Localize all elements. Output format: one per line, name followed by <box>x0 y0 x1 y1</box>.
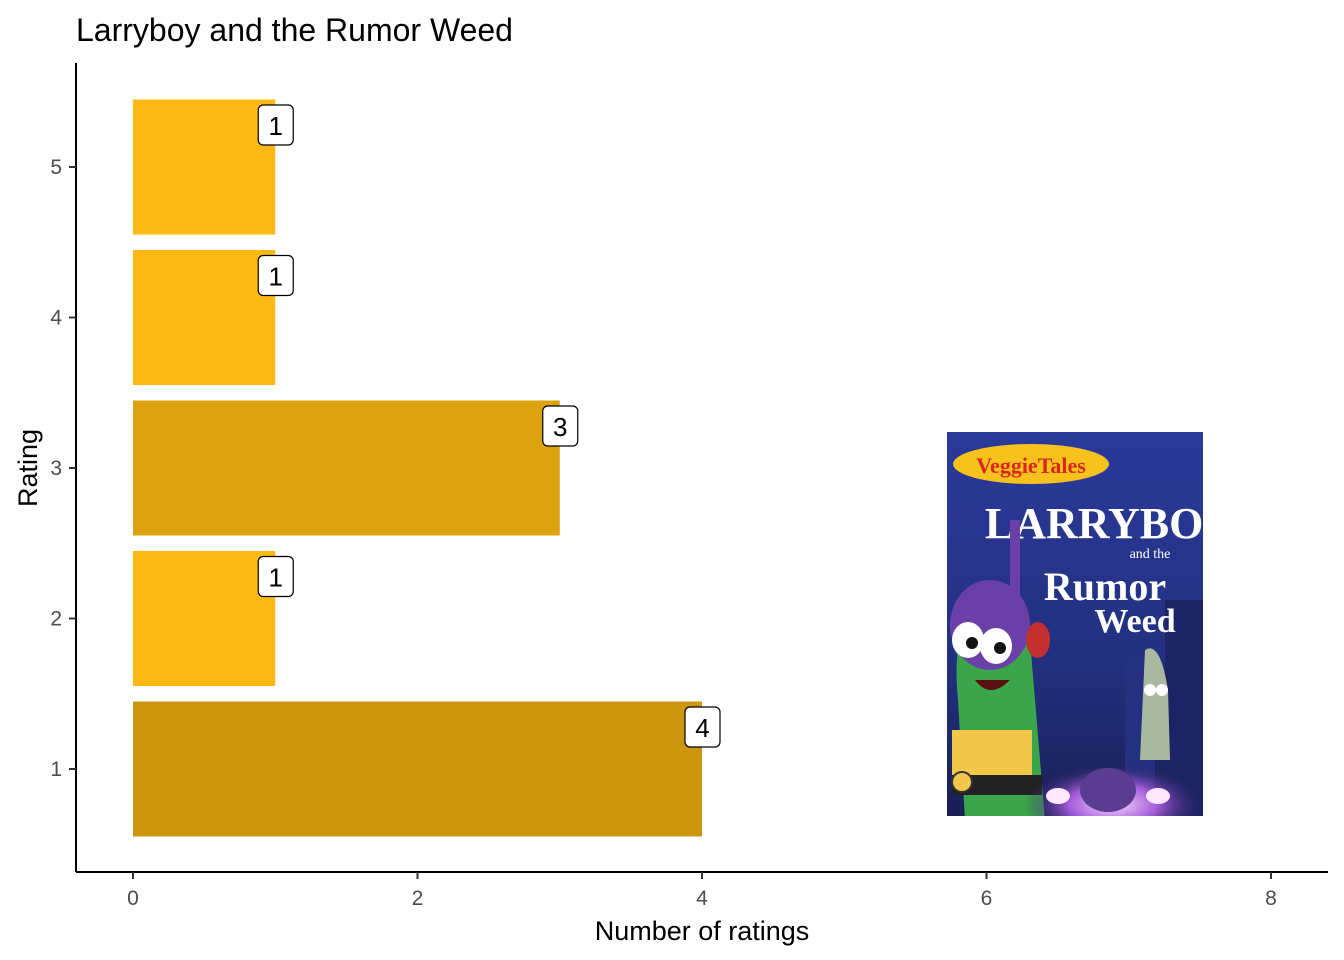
y-tick-label: 4 <box>50 307 62 330</box>
bars-group <box>133 99 702 837</box>
svg-text:and the: and the <box>1130 547 1171 562</box>
data-labels-group: 4 1 3 1 1 <box>257 104 721 748</box>
x-ticks-group: 0 2 4 6 8 <box>127 872 1277 910</box>
svg-text:Weed: Weed <box>1094 603 1175 640</box>
data-label-rating-5: 1 <box>257 104 294 146</box>
x-axis-title: Number of ratings <box>595 916 810 946</box>
y-ticks-group: 1 2 3 4 5 <box>50 156 76 781</box>
data-label-text: 1 <box>269 111 283 141</box>
bar-rating-2 <box>133 551 276 686</box>
data-label-text: 1 <box>269 262 283 292</box>
bar-rating-4 <box>133 250 276 385</box>
veggietales-logo: VeggieTales <box>976 453 1086 478</box>
svg-text:Rumor: Rumor <box>1044 564 1166 609</box>
y-axis-title: Rating <box>13 429 43 507</box>
data-label-text: 4 <box>695 713 709 743</box>
data-label-rating-2: 1 <box>257 555 294 598</box>
y-tick-label: 5 <box>50 156 62 179</box>
data-label-rating-3: 3 <box>542 405 579 447</box>
x-tick-label: 0 <box>127 887 139 910</box>
x-tick-label: 2 <box>412 887 424 910</box>
poster-title-logo: LARRYBOY <box>985 499 1235 548</box>
x-tick-label: 4 <box>696 887 708 910</box>
x-tick-label: 6 <box>981 887 993 910</box>
data-label-rating-1: 4 <box>684 706 721 748</box>
movie-poster-image: VeggieTales LARRYBOY and the Rumor Weed <box>947 432 1235 816</box>
chart-title: Larryboy and the Rumor Weed <box>76 12 513 48</box>
bar-rating-3 <box>133 400 560 536</box>
bar-rating-1 <box>133 701 702 837</box>
x-tick-label: 8 <box>1265 887 1277 910</box>
y-tick-label: 1 <box>50 758 62 781</box>
data-label-text: 3 <box>553 412 567 442</box>
bar-rating-5 <box>133 99 276 235</box>
y-tick-label: 3 <box>50 457 62 480</box>
data-label-rating-4: 1 <box>257 254 294 297</box>
y-tick-label: 2 <box>50 608 62 631</box>
data-label-text: 1 <box>269 563 283 593</box>
veggietales-logo-banner <box>953 444 1109 484</box>
